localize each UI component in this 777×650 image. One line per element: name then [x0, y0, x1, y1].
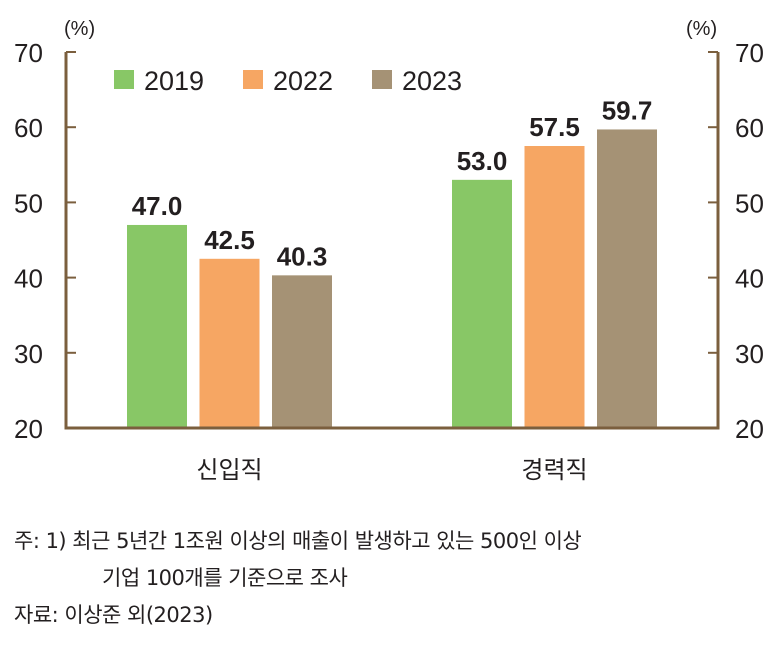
y-tick-label-left: 30 — [14, 339, 43, 369]
y-unit-right: (%) — [686, 18, 717, 40]
legend-label: 2022 — [273, 66, 333, 96]
y-tick-label-right: 70 — [735, 38, 764, 68]
y-ticks: 20 20 30 30 40 40 50 50 60 60 70 70 — [14, 38, 764, 444]
legend: 2019 2022 2023 — [114, 66, 462, 96]
category-labels: 신입직 경력직 — [196, 456, 587, 484]
y-tick-label-right: 20 — [735, 414, 764, 444]
y-tick-label-left: 40 — [14, 264, 43, 294]
value-label: 53.0 — [457, 146, 508, 176]
y-tick-label-left: 60 — [14, 113, 43, 143]
y-tick-label-right: 30 — [735, 339, 764, 369]
y-tick-label-left: 20 — [14, 414, 43, 444]
y-tick-label-left: 70 — [14, 38, 43, 68]
category-label: 경력직 — [521, 456, 587, 484]
value-label: 59.7 — [602, 95, 653, 125]
bar-2022-2 — [524, 146, 585, 427]
value-label: 47.0 — [132, 191, 183, 221]
note-line-1: 주: 1) 최근 5년간 1조원 이상의 매출이 발생하고 있는 500인 이상 — [14, 529, 582, 553]
bar-2019-1 — [127, 224, 187, 427]
legend-swatch-2022 — [243, 70, 263, 89]
category-label: 신입직 — [196, 456, 262, 484]
value-label: 57.5 — [529, 112, 580, 142]
y-tick-label-right: 60 — [735, 113, 764, 143]
y-tick-label-left: 50 — [14, 188, 43, 218]
y-tick-label-right: 50 — [735, 188, 764, 218]
bar-2022-1 — [199, 258, 260, 427]
bar-2019-2 — [452, 179, 512, 427]
legend-label: 2023 — [402, 66, 462, 96]
value-label: 42.5 — [204, 225, 255, 255]
bar-2023-2 — [597, 129, 657, 427]
legend-swatch-2019 — [114, 70, 134, 89]
axes — [64, 52, 720, 430]
y-tick-label-right: 40 — [735, 264, 764, 294]
value-label: 40.3 — [277, 241, 328, 271]
value-labels: 47.0 53.0 42.5 57.5 40.3 59.7 — [132, 95, 653, 271]
bar-chart: 20 20 30 30 40 40 50 50 60 60 70 70 47.0 53.0 42.5 57.… — [14, 18, 764, 484]
note-line-2: 기업 100개를 기준으로 조사 — [102, 566, 348, 590]
legend-swatch-2023 — [372, 70, 392, 89]
legend-label: 2019 — [144, 66, 204, 96]
y-unit-left: (%) — [64, 18, 95, 40]
notes: 주: 1) 최근 5년간 1조원 이상의 매출이 발생하고 있는 500인 이상… — [14, 523, 769, 634]
bars — [127, 129, 657, 427]
source-line: 자료: 이상준 외(2023) — [14, 603, 213, 627]
bar-2023-1 — [272, 275, 332, 427]
